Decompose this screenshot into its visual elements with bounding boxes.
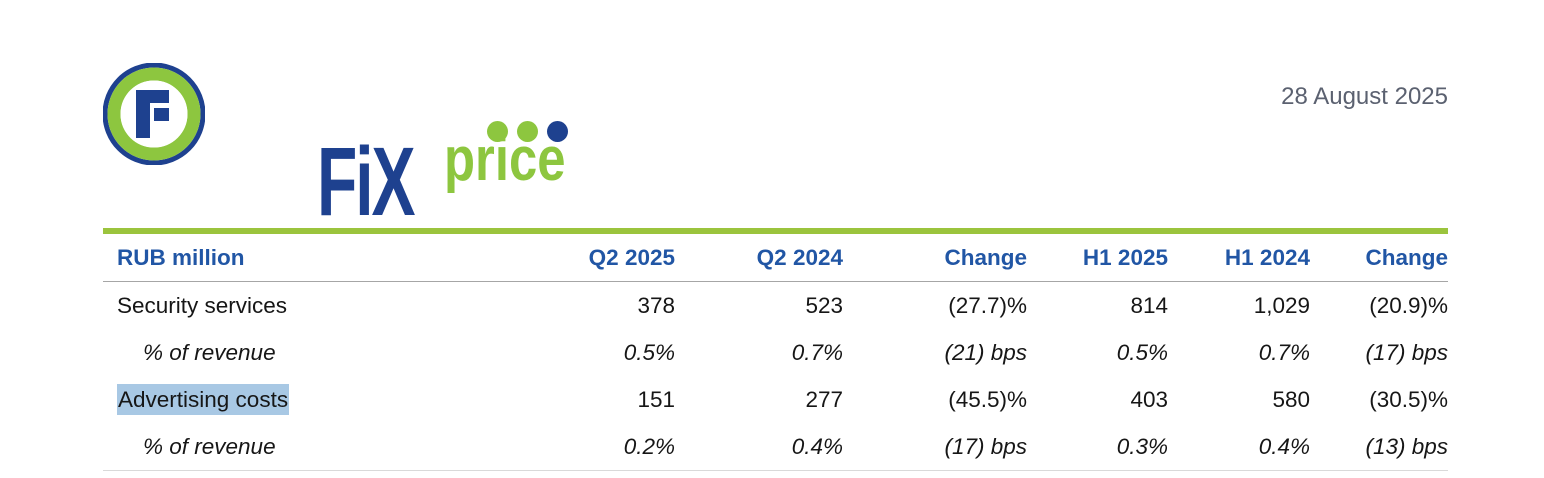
row-label: Advertising costs: [103, 376, 473, 423]
column-header-rub-million: RUB million: [103, 231, 473, 282]
cell-change-q2: (21) bps: [944, 339, 1027, 365]
cell-change-h1: (17) bps: [1365, 339, 1448, 365]
column-header-q2-2025: Q2 2025: [473, 231, 675, 282]
financials-table: RUB million Q2 2025 Q2 2024 Change H1 20…: [103, 228, 1448, 471]
fixprice-logo: FiX price: [103, 63, 568, 230]
cell-h1-2024: 1,029: [1253, 292, 1310, 318]
cell-change-h1: (13) bps: [1365, 433, 1448, 459]
cell-h1-2024: 580: [1272, 386, 1310, 412]
cell-q2-2025: 378: [637, 292, 675, 318]
cell-q2-2024: 277: [805, 386, 843, 412]
row-label: % of revenue: [143, 433, 276, 459]
cell-change-q2: (17) bps: [944, 433, 1027, 459]
column-header-q2-2024: Q2 2024: [675, 231, 843, 282]
column-header-h1-2025: H1 2025: [1027, 231, 1168, 282]
cell-h1-2024: 0.7%: [1258, 339, 1310, 365]
fixprice-monogram-icon: [103, 63, 205, 165]
logo-dots-icon: [487, 121, 577, 143]
cell-q2-2025: 151: [637, 386, 675, 412]
table-row-advertising-costs: Advertising costs 151 277 (45.5)% 403 58…: [103, 376, 1448, 423]
table-row-pct-of-revenue-advertising: % of revenue 0.2% 0.4% (17) bps 0.3% 0.4…: [103, 423, 1448, 471]
logo-dot-green-1: [487, 121, 508, 142]
logo-dot-green-2: [517, 121, 538, 142]
cell-q2-2024: 0.7%: [791, 339, 843, 365]
cell-h1-2025: 403: [1130, 386, 1168, 412]
column-header-change-q2: Change: [843, 231, 1027, 282]
logo-dot-blue: [547, 121, 568, 142]
column-header-h1-2024: H1 2024: [1168, 231, 1310, 282]
document-date: 28 August 2025: [1281, 83, 1448, 110]
cell-q2-2025: 0.2%: [623, 433, 675, 459]
cell-q2-2024: 523: [805, 292, 843, 318]
cell-change-q2: (27.7)%: [948, 292, 1027, 318]
cell-h1-2025: 0.5%: [1116, 339, 1168, 365]
cell-change-q2: (45.5)%: [948, 386, 1027, 412]
table-row-pct-of-revenue-security: % of revenue 0.5% 0.7% (21) bps 0.5% 0.7…: [103, 329, 1448, 376]
cell-h1-2025: 0.3%: [1116, 433, 1168, 459]
cell-h1-2024: 0.4%: [1258, 433, 1310, 459]
cell-h1-2025: 814: [1130, 292, 1168, 318]
row-label: % of revenue: [143, 339, 276, 365]
selected-text-advertising-costs[interactable]: Advertising costs: [117, 383, 290, 415]
cell-q2-2024: 0.4%: [791, 433, 843, 459]
table-row-security-services: Security services 378 523 (27.7)% 814 1,…: [103, 282, 1448, 330]
column-header-change-h1: Change: [1310, 231, 1448, 282]
row-label: Security services: [117, 292, 288, 318]
cell-change-h1: (30.5)%: [1369, 386, 1448, 412]
cell-q2-2025: 0.5%: [623, 339, 675, 365]
cell-change-h1: (20.9)%: [1369, 292, 1448, 318]
table-header-row: RUB million Q2 2025 Q2 2024 Change H1 20…: [103, 231, 1448, 282]
logo-wordmark-fix: FiX: [317, 127, 416, 236]
